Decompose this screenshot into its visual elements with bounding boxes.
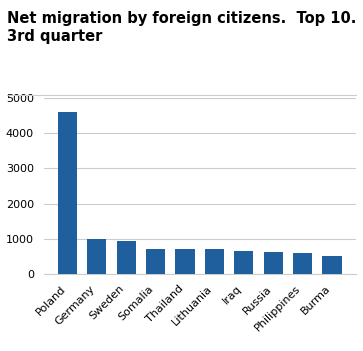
- Bar: [264, 252, 283, 274]
- Bar: [87, 239, 106, 274]
- Bar: [58, 112, 77, 274]
- Text: Net migration by foreign citizens.  Top 10. 1st to
3rd quarter: Net migration by foreign citizens. Top 1…: [7, 11, 363, 44]
- Bar: [175, 249, 195, 274]
- Bar: [234, 251, 253, 274]
- Bar: [117, 241, 136, 274]
- Bar: [146, 249, 165, 274]
- Bar: [322, 256, 342, 274]
- Bar: [205, 249, 224, 274]
- Bar: [293, 253, 312, 274]
